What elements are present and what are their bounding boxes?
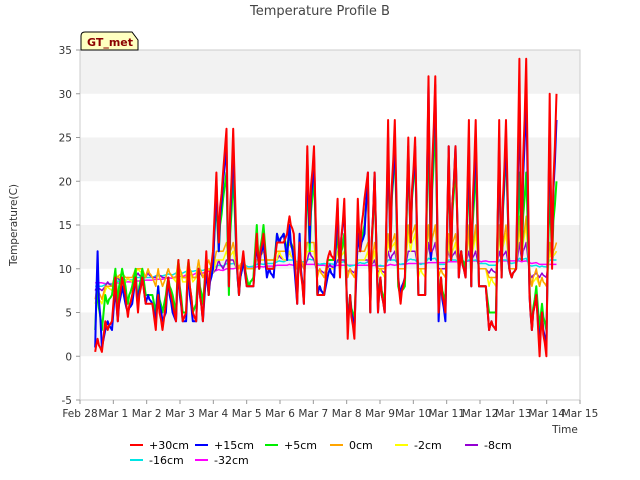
x-tick-label: Mar 13: [495, 408, 532, 420]
x-tick-label: Mar 15: [562, 408, 599, 420]
grid-band: [80, 356, 580, 400]
chart-title: Temperature Profile B: [249, 4, 390, 19]
y-tick-label: 30: [59, 89, 72, 101]
series-line-30cm: [94, 57, 558, 358]
y-axis-title: Temperature(C): [8, 184, 20, 267]
badge-label: GT_met: [87, 36, 133, 49]
y-tick-label: 0: [65, 351, 72, 363]
series-layer: [94, 57, 558, 358]
legend-item: -16cm: [130, 454, 184, 467]
y-tick-label: 20: [59, 176, 72, 188]
grid-bands: [80, 50, 580, 400]
x-tick-label: Mar 9: [365, 408, 395, 420]
grid-band: [80, 93, 580, 138]
y-axis-ticks: -5 0 5 10 15 20 25 30 35: [59, 45, 80, 407]
legend-item: +15cm: [195, 439, 254, 452]
y-tick-label: 35: [59, 45, 72, 57]
x-axis-ticks: Feb 28 Mar 1 Mar 2 Mar 3 Mar 4 Mar 5 Mar 6 Mar …: [62, 400, 598, 420]
legend-label: +30cm: [149, 439, 189, 452]
x-tick-label: Mar 10: [395, 408, 432, 420]
x-tick-label: Mar 11: [428, 408, 465, 420]
y-tick-label: 5: [65, 308, 72, 320]
y-tick-label: 25: [59, 133, 72, 145]
legend-item: -2cm: [395, 439, 442, 452]
legend-item: -32cm: [195, 454, 249, 467]
grid-band: [80, 50, 580, 94]
x-tick-label: Mar 3: [165, 408, 195, 420]
legend-item: +30cm: [130, 439, 189, 452]
legend-label: -16cm: [149, 454, 184, 467]
legend-item: +5cm: [265, 439, 317, 452]
y-tick-label: 15: [59, 220, 72, 232]
x-tick-label: Mar 8: [332, 408, 362, 420]
x-tick-label: Mar 14: [528, 408, 565, 420]
legend-item: 0cm: [330, 439, 373, 452]
x-axis-title: Time: [551, 424, 578, 436]
legend-label: -8cm: [484, 439, 512, 452]
grid-band: [80, 137, 580, 182]
x-tick-label: Feb 28: [62, 408, 97, 420]
x-tick-label: Mar 5: [232, 408, 262, 420]
gt-met-badge: GT_met: [80, 31, 139, 51]
legend-label: +15cm: [214, 439, 254, 452]
x-tick-label: Mar 12: [462, 408, 499, 420]
legend-label: -2cm: [414, 439, 442, 452]
y-tick-label: 10: [59, 264, 72, 276]
x-tick-label: Mar 2: [132, 408, 162, 420]
legend-label: 0cm: [349, 439, 373, 452]
legend: +30cm +15cm +5cm 0cm -2cm -8cm -16cm -32cm: [130, 439, 512, 467]
x-tick-label: Mar 4: [198, 408, 228, 420]
badge-box: [80, 31, 139, 51]
x-tick-label: Mar 1: [98, 408, 128, 420]
x-tick-label: Mar 6: [265, 408, 295, 420]
legend-item: -8cm: [465, 439, 512, 452]
y-tick-label: -5: [62, 395, 72, 407]
legend-label: -32cm: [214, 454, 249, 467]
x-tick-label: Mar 7: [298, 408, 328, 420]
legend-label: +5cm: [284, 439, 317, 452]
